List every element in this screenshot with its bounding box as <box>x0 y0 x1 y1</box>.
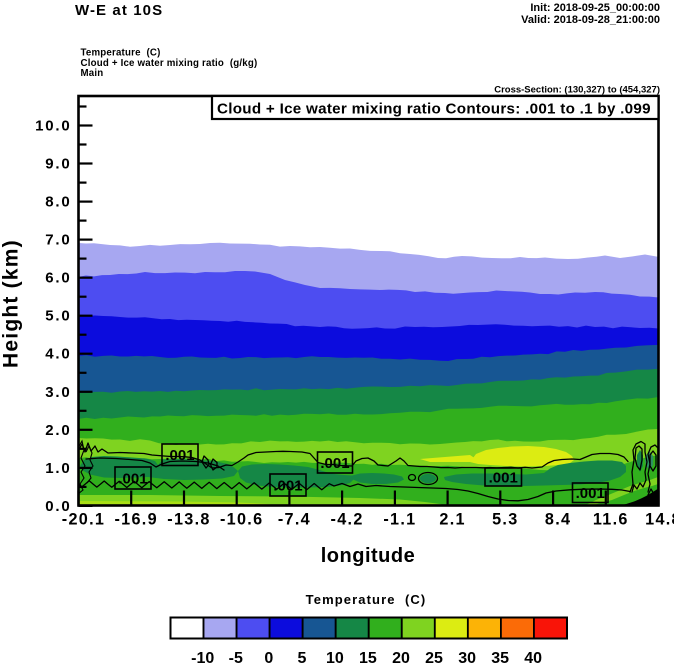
svg-text:Init: 2018-09-25_00:00:00: Init: 2018-09-25_00:00:00 <box>530 2 660 14</box>
svg-text:5.3: 5.3 <box>492 511 518 529</box>
svg-text:Temperature (C): Temperature (C) <box>81 48 161 59</box>
svg-text:2.1: 2.1 <box>439 511 465 529</box>
svg-text:Cross-Section: (130,327) to (4: Cross-Section: (130,327) to (454,327) <box>494 85 660 96</box>
svg-text:Main: Main <box>81 68 104 79</box>
svg-text:5: 5 <box>297 650 306 667</box>
svg-text:.001: .001 <box>273 478 302 495</box>
svg-text:20: 20 <box>392 650 410 667</box>
svg-text:7.0: 7.0 <box>45 232 71 249</box>
svg-text:15: 15 <box>359 650 377 667</box>
svg-text:Valid: 2018-09-28_21:00:00: Valid: 2018-09-28_21:00:00 <box>521 14 660 26</box>
svg-text:.001: .001 <box>118 471 147 488</box>
svg-text:-7.4: -7.4 <box>278 511 311 529</box>
svg-text:.001: .001 <box>165 447 194 464</box>
svg-text:0.0: 0.0 <box>45 498 71 515</box>
svg-text:Height (km): Height (km) <box>0 239 23 368</box>
svg-text:40: 40 <box>524 650 542 667</box>
svg-text:-1.1: -1.1 <box>383 511 416 529</box>
svg-text:-10.6: -10.6 <box>220 511 263 529</box>
svg-text:longitude: longitude <box>321 545 415 567</box>
svg-text:Cloud + Ice water mixing ratio: Cloud + Ice water mixing ratio Contours:… <box>217 101 651 118</box>
svg-text:-10: -10 <box>191 650 214 667</box>
svg-text:10: 10 <box>326 650 344 667</box>
svg-text:4.0: 4.0 <box>45 346 71 363</box>
svg-text:.001: .001 <box>320 455 349 472</box>
svg-text:30: 30 <box>458 650 476 667</box>
svg-text:9.0: 9.0 <box>45 156 71 173</box>
svg-text:14.8: 14.8 <box>645 511 674 529</box>
svg-text:11.6: 11.6 <box>593 511 629 529</box>
svg-text:.001: .001 <box>576 485 605 502</box>
svg-text:25: 25 <box>425 650 443 667</box>
svg-text:.001: .001 <box>489 470 518 487</box>
svg-text:-13.8: -13.8 <box>167 511 210 529</box>
svg-text:8.4: 8.4 <box>545 511 571 529</box>
svg-text:Temperature (C): Temperature (C) <box>306 592 427 607</box>
svg-text:10.0: 10.0 <box>35 118 71 135</box>
svg-text:0: 0 <box>264 650 273 667</box>
svg-text:Cloud + Ice water mixing ratio: Cloud + Ice water mixing ratio (g/kg) <box>81 58 258 69</box>
svg-text:-4.2: -4.2 <box>331 511 364 529</box>
svg-text:1.0: 1.0 <box>45 460 71 477</box>
svg-text:-5: -5 <box>229 650 243 667</box>
svg-text:3.0: 3.0 <box>45 384 71 401</box>
svg-text:35: 35 <box>491 650 509 667</box>
svg-text:W-E at 10S: W-E at 10S <box>75 2 163 19</box>
svg-text:8.0: 8.0 <box>45 194 71 211</box>
svg-text:5.0: 5.0 <box>45 308 71 325</box>
svg-text:6.0: 6.0 <box>45 270 71 287</box>
svg-text:2.0: 2.0 <box>45 422 71 439</box>
svg-text:-16.9: -16.9 <box>114 511 157 529</box>
svg-text:-20.1: -20.1 <box>62 511 105 529</box>
